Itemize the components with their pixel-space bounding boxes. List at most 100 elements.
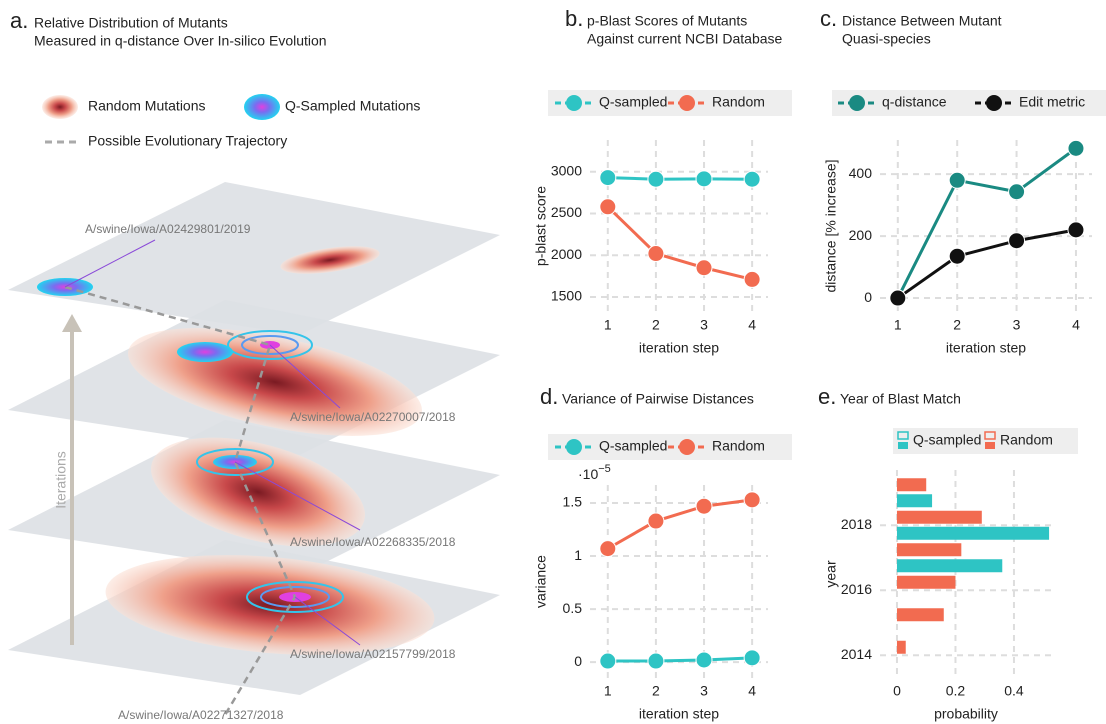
x-tick-label: 0.2: [946, 683, 966, 699]
data-point: [695, 651, 713, 669]
legend-icon: [42, 95, 78, 119]
panel-a: a. Relative Distribution of Mutants Meas…: [8, 8, 500, 722]
legend-text: Possible Evolutionary Trajectory: [88, 133, 287, 149]
panel-title: Year of Blast Match: [840, 391, 961, 407]
strain-label: A/swine/Iowa/A02271327/2018: [118, 708, 284, 722]
bar: [896, 478, 927, 492]
x-tick-label: 4: [748, 317, 756, 333]
panel-title: Relative Distribution of Mutants: [34, 15, 228, 31]
x-tick-label: 1: [894, 317, 902, 333]
data-point: [1008, 183, 1026, 201]
y-axis-label: year: [823, 560, 839, 588]
y-tick-label: 200: [849, 227, 873, 243]
data-point: [599, 540, 617, 558]
x-tick-label: 4: [1072, 317, 1080, 333]
x-axis-label: probability: [934, 706, 998, 722]
data-point: [599, 169, 617, 187]
x-axis-label: iteration step: [946, 340, 1026, 356]
strain-label: A/swine/Iowa/A02270007/2018: [290, 410, 456, 424]
x-axis-label: iteration step: [639, 706, 719, 722]
bar: [896, 526, 1050, 540]
data-point: [743, 491, 761, 509]
y-tick-label: 1: [574, 547, 582, 563]
data-point: [647, 512, 665, 530]
panel-title: Measured in q-distance Over In-silico Ev…: [34, 33, 327, 49]
data-point: [1067, 139, 1085, 157]
legend-text: Random: [712, 438, 765, 454]
strain-label: A/swine/Iowa/A02268335/2018: [290, 535, 456, 549]
x-tick-label: 1: [604, 683, 612, 699]
legend-icon: [566, 439, 582, 455]
bar: [896, 543, 962, 557]
y-tick-label: 0: [864, 289, 872, 305]
series-line: [607, 656, 753, 663]
legend-text: Edit metric: [1019, 94, 1085, 110]
data-point: [743, 649, 761, 667]
legend-text: Random: [1000, 432, 1053, 448]
legend-text: Q-Sampled Mutations: [285, 98, 420, 114]
legend-icon: [984, 431, 996, 440]
layer: [8, 300, 500, 455]
legend-icon: [679, 439, 695, 455]
data-point: [1067, 221, 1085, 239]
y-axis-label: distance [% increase]: [823, 159, 839, 292]
pointer: [294, 596, 361, 646]
bar: [896, 640, 906, 654]
legend-icon: [679, 95, 695, 111]
x-tick-label: 3: [700, 683, 708, 699]
data-point: [948, 171, 966, 189]
bar: [896, 608, 944, 622]
data-point: [695, 170, 713, 188]
y-tick-label: 3000: [551, 162, 582, 178]
y-tick-label: 1.5: [563, 494, 583, 510]
pointer: [269, 344, 341, 409]
legend-text: Random: [712, 94, 765, 110]
iterations-arrow: [62, 314, 82, 332]
data-point: [743, 170, 761, 188]
data-point: [1008, 232, 1026, 250]
legend-text: q-distance: [882, 94, 947, 110]
panel-title: Distance Between Mutant: [842, 13, 1002, 29]
strain-label: A/swine/Iowa/A02157799/2018: [290, 647, 456, 661]
legend-text: Random Mutations: [88, 98, 206, 114]
x-tick-label: 1: [604, 317, 612, 333]
y-tick-label: 2014: [841, 646, 872, 662]
legend-icon: [244, 94, 280, 120]
data-point: [647, 245, 665, 263]
data-point: [647, 652, 665, 670]
pointer: [64, 239, 156, 288]
bar: [896, 494, 933, 508]
legend-text: Q-sampled: [599, 94, 667, 110]
bar: [896, 575, 956, 589]
axis-label: Iterations: [53, 451, 69, 509]
y-scale-exponent: −5: [598, 463, 611, 475]
legend-icon: [898, 442, 908, 449]
legend-text: Q-sampled: [913, 432, 981, 448]
bar: [896, 559, 1003, 573]
legend-text: Q-sampled: [599, 438, 667, 454]
data-point: [743, 270, 761, 288]
panel-label: c.: [820, 6, 837, 31]
data-point: [599, 198, 617, 216]
y-tick-label: 0.5: [563, 600, 583, 616]
data-point: [948, 247, 966, 265]
pointer: [234, 461, 361, 531]
series-line: [896, 228, 1077, 300]
trajectory: [64, 285, 297, 716]
x-tick-label: 2: [652, 317, 660, 333]
series-line: [606, 205, 753, 281]
bar: [896, 510, 982, 524]
y-tick-label: 2018: [841, 516, 872, 532]
panel-label: b.: [565, 6, 583, 31]
x-tick-label: 0.4: [1004, 683, 1024, 699]
legend-icon: [986, 95, 1002, 111]
panel-title: p-Blast Scores of Mutants: [587, 13, 747, 29]
y-tick-label: 2000: [551, 246, 582, 262]
x-tick-label: 2: [652, 683, 660, 699]
x-tick-label: 0: [893, 683, 901, 699]
x-tick-label: 4: [748, 683, 756, 699]
y-tick-label: 2500: [551, 204, 582, 220]
data-point: [695, 497, 713, 515]
series-line: [896, 147, 1077, 299]
